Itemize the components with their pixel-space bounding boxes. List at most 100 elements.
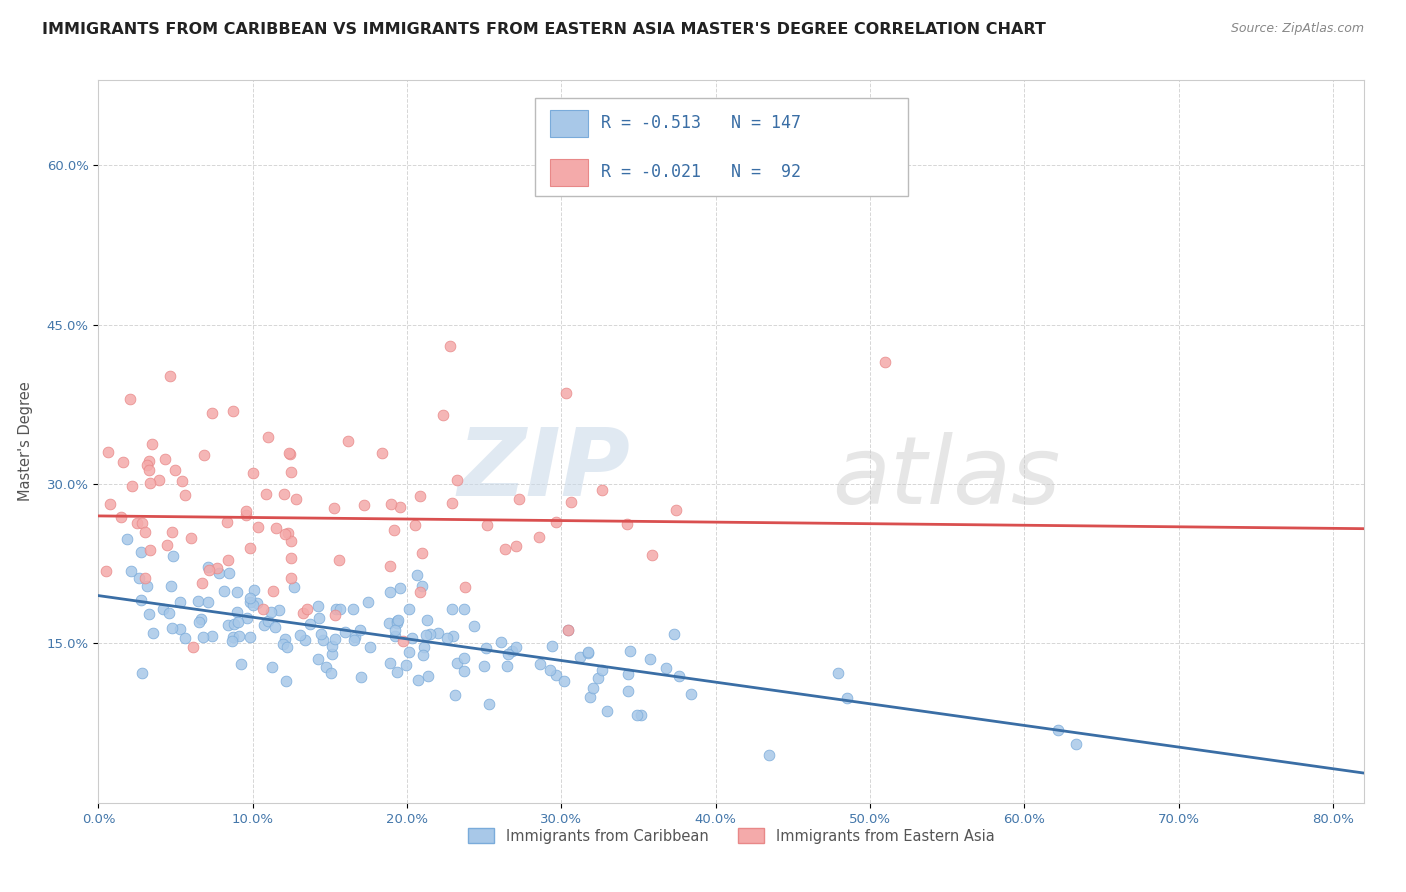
Point [398,645,420,659]
Point [299,617,322,632]
Point [413,640,436,654]
Point [134,572,156,586]
Point [212,584,235,599]
Point [322,500,344,515]
Point [357,594,380,608]
Point [288,628,311,642]
Point [384,624,406,638]
Point [169,595,191,609]
Point [557,623,579,637]
Point [217,553,239,567]
Point [474,641,496,656]
Point [496,648,519,662]
Point [596,704,619,718]
Point [350,670,373,684]
Point [494,542,516,557]
Point [353,498,375,512]
Point [385,665,408,679]
Bar [550,159,588,186]
Point [640,651,662,665]
Point [262,583,284,598]
Point [121,478,143,492]
Point [409,489,432,503]
Text: IMMIGRANTS FROM CARIBBEAN VS IMMIGRANTS FROM EASTERN ASIA MASTER'S DEGREE CORREL: IMMIGRANTS FROM CARIBBEAN VS IMMIGRANTS … [42,22,1046,37]
Point [201,406,224,420]
Point [835,690,858,705]
Point [159,369,181,384]
Point [588,671,610,685]
Point [295,602,318,616]
Point [415,628,437,642]
Point [181,640,204,655]
Point [576,646,599,660]
Point [118,392,141,407]
Point [285,492,308,507]
Point [626,708,648,723]
Point [139,543,162,558]
Point [395,657,418,672]
Point [591,663,613,677]
Point [215,515,238,529]
Point [280,466,302,480]
FancyBboxPatch shape [534,98,908,196]
Point [578,690,600,704]
Point [568,649,591,664]
Point [538,664,561,678]
Point [273,632,295,646]
Point [491,635,513,649]
Point [321,639,343,653]
Point [371,446,394,460]
Point [389,581,412,595]
Point [453,664,475,678]
Point [560,495,582,509]
Point [128,571,150,585]
Point [226,615,249,629]
Point [343,630,366,644]
Point [134,525,156,540]
Point [307,652,329,666]
Point [138,607,160,621]
Point [501,644,523,658]
Point [453,601,475,615]
Point [205,561,228,575]
Point [335,624,357,639]
Point [758,748,780,763]
Point [253,618,276,632]
Point [283,580,305,594]
Point [444,689,467,703]
Point [582,681,605,695]
Point [174,488,197,502]
Point [1064,737,1087,751]
Point [239,594,262,608]
Point [342,602,364,616]
Point [315,660,337,674]
Point [440,602,463,616]
Point [292,607,315,621]
Point [156,538,179,552]
Point [187,594,209,608]
Point [446,656,468,670]
Point [875,355,897,369]
Point [591,483,613,497]
Point [323,607,346,622]
Point [508,492,530,507]
Point [349,623,371,637]
Point [129,545,152,559]
Point [359,640,381,655]
Point [751,132,773,146]
Point [378,585,401,599]
Point [276,640,298,654]
Point [190,612,212,626]
Point [419,627,441,641]
Point [323,632,346,646]
Point [294,632,316,647]
Point [436,632,458,646]
Point [416,669,439,683]
Point [131,666,153,681]
Point [472,658,495,673]
Text: atlas: atlas [832,432,1060,524]
Point [115,533,138,547]
Point [308,611,330,625]
Point [201,629,224,643]
Point [260,660,283,674]
